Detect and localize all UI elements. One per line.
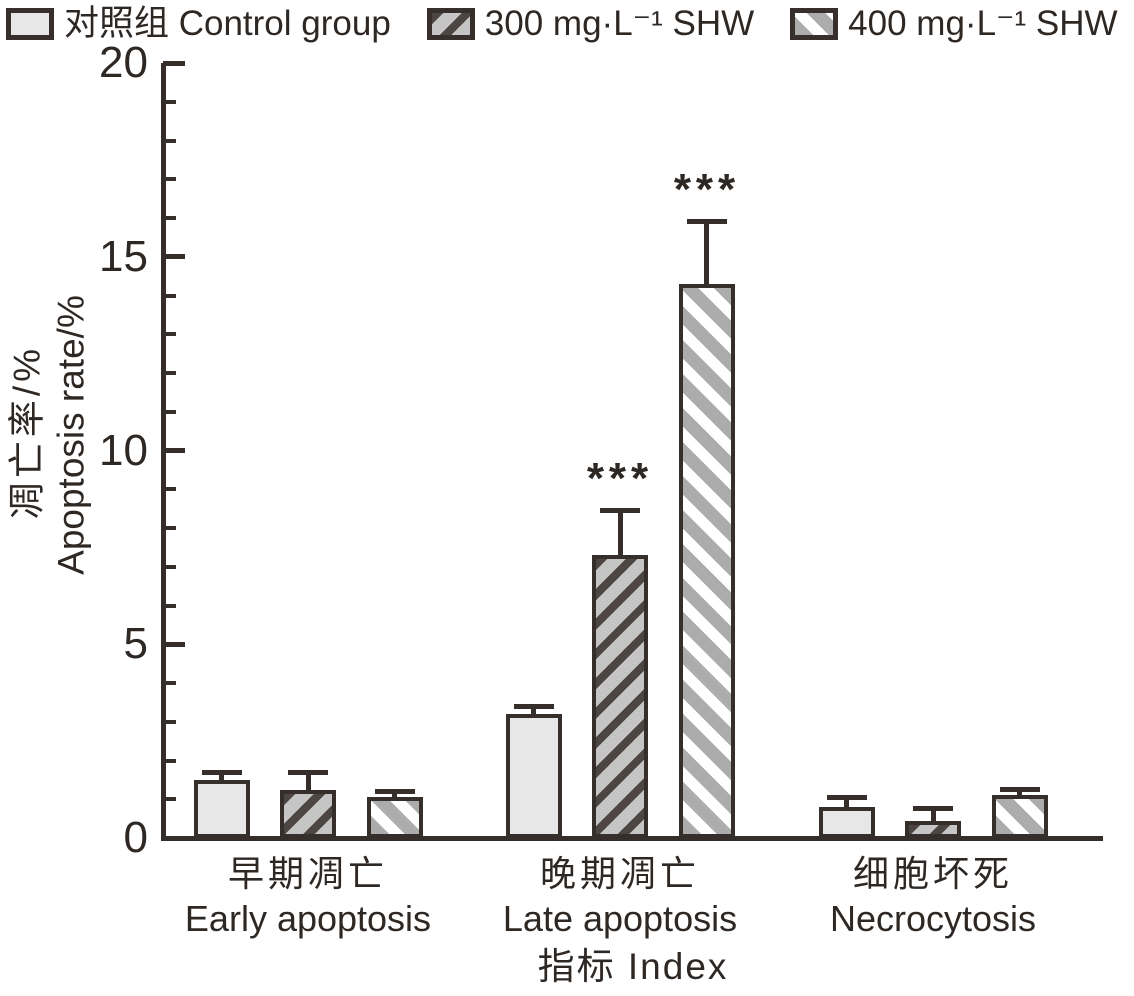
y-tick-label-10: 10	[99, 426, 148, 475]
error-bar-stem	[1017, 790, 1022, 798]
y-axis-minor-tick	[163, 526, 176, 530]
error-bar-cap	[202, 770, 242, 775]
y-axis-major-tick	[163, 642, 185, 647]
error-bar-cap	[827, 795, 867, 800]
error-bar-stem	[931, 809, 936, 823]
y-axis-label-zh: 凋亡率/%	[6, 344, 48, 520]
y-axis-major-tick	[163, 254, 185, 259]
y-axis-minor-tick	[163, 604, 176, 608]
y-tick-label-0: 0	[123, 813, 148, 862]
y-tick-label-15: 15	[99, 232, 148, 281]
x-axis-line	[161, 836, 1103, 841]
y-axis-minor-tick	[163, 139, 176, 143]
bar-series3-cat1	[367, 797, 423, 838]
error-bar-cap	[600, 508, 640, 513]
error-bar-stem	[392, 792, 397, 800]
error-bar-cap	[375, 789, 415, 794]
y-axis-minor-tick	[163, 681, 176, 685]
error-bar-cap	[288, 770, 328, 775]
y-axis-minor-tick	[163, 759, 176, 763]
category-label-en-2: Late apoptosis	[502, 898, 738, 939]
category-label-zh-3: 细胞坏死	[852, 853, 1013, 894]
y-axis-minor-tick	[163, 720, 176, 724]
bar-series1-cat2	[506, 714, 562, 838]
error-bar-stem	[704, 222, 709, 286]
bar-series1-cat1	[194, 780, 250, 838]
legend-item-300shw: 300 mg·L⁻¹ SHW	[426, 4, 755, 43]
legend-swatch-forward-hatch-icon	[426, 7, 475, 40]
y-tick-label-5: 5	[123, 619, 148, 668]
x-axis-title: 指标 Index	[537, 946, 729, 987]
bar-series1-cat3	[819, 807, 875, 838]
legend-label-control: 对照组 Control group	[64, 4, 391, 43]
y-axis-minor-tick	[163, 410, 176, 414]
y-tick-label-20: 20	[99, 38, 148, 87]
error-bar-cap	[514, 704, 554, 709]
significance-stars: ***	[586, 454, 654, 503]
legend-swatch-solid-icon	[6, 7, 54, 40]
significance-stars: ***	[673, 165, 741, 214]
y-axis-minor-tick	[163, 797, 176, 801]
error-bar-stem	[306, 772, 311, 791]
y-axis-minor-tick	[163, 216, 176, 220]
y-axis-minor-tick	[163, 565, 176, 569]
category-label-en-3: Necrocytosis	[829, 898, 1037, 939]
y-axis-minor-tick	[163, 487, 176, 491]
bar-series2-cat3	[905, 821, 961, 838]
y-axis-minor-tick	[163, 294, 176, 298]
y-axis-minor-tick	[163, 332, 176, 336]
y-axis-minor-tick	[163, 371, 176, 375]
error-bar-cap	[913, 806, 953, 811]
error-bar-stem	[618, 511, 623, 558]
bar-series2-cat1	[280, 790, 336, 838]
legend-swatch-back-hatch-icon	[790, 7, 839, 40]
y-axis-major-tick	[163, 61, 185, 66]
error-bar-stem	[844, 797, 849, 809]
y-axis-minor-tick	[163, 100, 176, 104]
bar-series2-cat2	[592, 555, 648, 838]
y-axis-major-tick	[163, 448, 185, 453]
error-bar-cap	[687, 219, 727, 224]
y-axis-minor-tick	[163, 177, 176, 181]
category-label-zh-2: 晚期凋亡	[539, 853, 700, 894]
error-bar-stem	[219, 772, 224, 782]
chart-legend: 对照组 Control group 300 mg·L⁻¹ SHW 400 mg·…	[6, 6, 1118, 41]
error-bar-cap	[1000, 787, 1040, 792]
error-bar-stem	[531, 706, 536, 716]
category-label-en-1: Early apoptosis	[184, 898, 432, 939]
bar-series3-cat3	[992, 795, 1048, 838]
legend-item-control: 对照组 Control group	[6, 6, 391, 41]
legend-label-400shw: 400 mg·L⁻¹ SHW	[848, 4, 1118, 43]
category-label-zh-1: 早期凋亡	[227, 853, 388, 894]
bar-series3-cat2	[679, 284, 735, 838]
legend-label-300shw: 300 mg·L⁻¹ SHW	[484, 4, 755, 43]
legend-item-400shw: 400 mg·L⁻¹ SHW	[790, 4, 1118, 43]
